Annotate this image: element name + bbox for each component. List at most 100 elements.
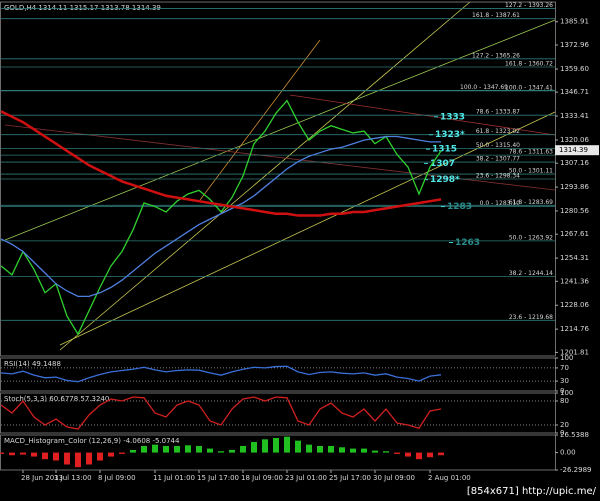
bar: [394, 452, 400, 454]
bar: [141, 445, 147, 453]
bar: [152, 444, 158, 453]
bar: [86, 452, 92, 465]
level-label: 1307: [430, 159, 455, 169]
y-tick-label: 30: [560, 377, 569, 385]
y-tick-label: 1228.06: [560, 301, 589, 309]
y-tick-label: 20: [560, 421, 569, 429]
y-tick-label: 1293.86: [560, 183, 589, 191]
fib-label: 0.0 - 1283.10: [480, 200, 521, 207]
fib-label: 50.0 - 1301.11: [509, 168, 553, 175]
fib-label: 38.2 - 1244.14: [509, 270, 553, 277]
x-tick-label: 11 Jul 01:00: [153, 474, 195, 482]
x-tick-label: 23 Jul 01:00: [285, 474, 327, 482]
bar: [0, 452, 4, 454]
panel-title: Stoch(5,3,3) 60.6778 57.3240: [4, 395, 109, 403]
y-tick-label: 0: [560, 429, 564, 437]
bar: [317, 445, 323, 453]
bar: [350, 448, 356, 453]
bar: [273, 438, 279, 453]
level-label: 1315: [432, 145, 457, 155]
y-tick-label: 1372.96: [560, 41, 589, 49]
channel-line: [59, 1, 471, 351]
fib-label: 127.2 - 1365.26: [472, 52, 520, 59]
bar: [42, 452, 48, 460]
y-tick-label: 1333.41: [560, 112, 589, 120]
bar: [31, 452, 37, 457]
bar: [174, 445, 180, 453]
bar: [229, 449, 235, 453]
bar: [185, 445, 191, 453]
bar: [196, 445, 202, 453]
bar: [339, 447, 345, 453]
bar: [75, 452, 81, 468]
bar: [383, 451, 389, 453]
panel-title: RSI(14) 49.1488: [4, 360, 61, 368]
bar: [284, 436, 290, 453]
fib-label: 161.8 - 1387.61: [472, 12, 520, 19]
bar: [372, 450, 378, 453]
x-tick-label: 30 Jul 09:00: [373, 474, 415, 482]
watermark: [854x671] http://upic.me/: [467, 486, 597, 497]
series-line: [0, 99, 442, 336]
panel-frame: [0, 1, 556, 357]
bar: [130, 449, 136, 453]
series-line: [0, 110, 442, 217]
bar: [9, 452, 15, 456]
y-tick-label: 80: [560, 397, 569, 405]
series-line: [0, 135, 441, 298]
fib-label: 78.6 - 1333.87: [476, 109, 520, 116]
bar: [251, 441, 257, 453]
x-tick-label: 25 Jul 17:00: [329, 474, 371, 482]
x-tick-label: 28 Jun 2013: [21, 474, 63, 482]
fib-label: 38.2 - 1307.77: [476, 156, 520, 163]
fib-label: 100.0 - 1347.41: [505, 84, 553, 91]
fib-label: 61.8 - 1283.69: [509, 199, 553, 206]
y-tick-label: 1359.60: [560, 65, 589, 73]
fib-label: 100.0 - 1347.69: [460, 84, 508, 91]
panel-title: MACD_Histogram_Color (12,26,9) -4.0608 -…: [4, 437, 180, 445]
level-label: 1323*: [435, 130, 465, 140]
bar: [438, 452, 444, 456]
fib-label: 50.0 - 1263.92: [509, 234, 553, 241]
bar: [416, 452, 422, 460]
x-tick-label: 8 Jul 09:00: [98, 474, 136, 482]
bar: [207, 448, 213, 453]
y-tick-label: -26.2989: [560, 466, 591, 474]
y-tick-label: 1280.56: [560, 207, 589, 215]
y-tick-label: 1214.76: [560, 325, 589, 333]
fib-label: 127.2 - 1393.26: [505, 2, 553, 9]
bar: [405, 452, 411, 457]
y-tick-label: 100: [560, 354, 573, 362]
bar: [53, 452, 59, 461]
y-tick-label: 26.5388: [560, 431, 589, 439]
panel-frame: [0, 357, 556, 392]
last-price-box: [555, 145, 599, 156]
fib-label: 61.8 - 1323.02: [476, 128, 520, 135]
bar: [306, 444, 312, 453]
bar: [64, 452, 70, 465]
bar: [361, 448, 367, 453]
fib-label: 23.6 - 1219.68: [509, 314, 553, 321]
y-tick-label: 1254.31: [560, 254, 589, 262]
series-line: [0, 396, 442, 430]
x-tick-label: 2 Aug 01:00: [428, 474, 471, 482]
x-tick-label: 3 Jul 13:00: [54, 474, 92, 482]
fib-label: 161.8 - 1360.72: [505, 60, 553, 67]
fib-label: 23.6 - 1298.34: [476, 173, 520, 180]
y-tick-label: 1241.36: [560, 277, 589, 285]
y-tick-label: 1346.71: [560, 88, 589, 96]
y-tick-label: 70: [560, 364, 569, 372]
channel-line: [59, 111, 556, 346]
bar: [163, 445, 169, 453]
bar: [108, 452, 114, 457]
bar: [119, 452, 125, 454]
level-label: 1333: [440, 112, 465, 122]
bar: [427, 452, 433, 458]
panel-frame: [0, 392, 556, 434]
bar: [295, 440, 301, 453]
fib-label: 50.0 - 1315.40: [476, 142, 520, 149]
x-tick-label: 15 Jul 17:00: [197, 474, 239, 482]
y-tick-label: 1267.61: [560, 230, 589, 238]
